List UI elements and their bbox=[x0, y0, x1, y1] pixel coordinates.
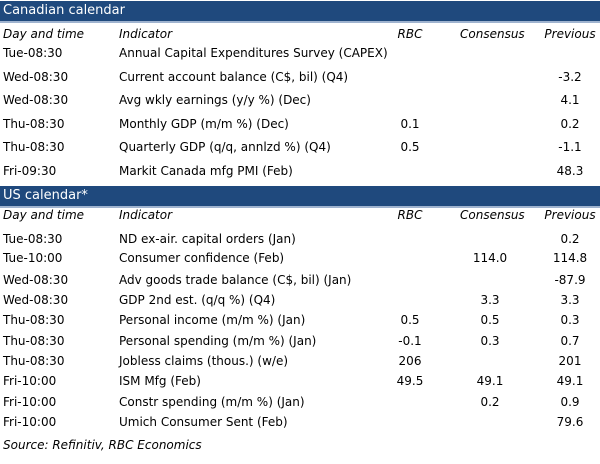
day-time-cell: Fri-09:30 bbox=[3, 163, 57, 178]
indicator-cell: GDP 2nd est. (q/q %) (Q4) bbox=[119, 293, 276, 307]
table-row: Wed-08:30 Current account balance (C$, bi… bbox=[0, 67, 600, 87]
day-time-cell: Fri-10:00 bbox=[3, 374, 57, 388]
day-time-cell: Wed-08:30 bbox=[3, 293, 69, 307]
previous-cell: Previous bbox=[544, 208, 596, 222]
day-time-cell: Thu-08:30 bbox=[3, 116, 65, 131]
rbc-cell: RBC bbox=[397, 27, 423, 41]
indicator-cell: Annual Capital Expenditures Survey (CAPE… bbox=[119, 46, 388, 60]
previous-cell: Previous bbox=[544, 27, 596, 41]
table-row: Fri-09:30 Markit Canada mfg PMI (Feb) 48.3 bbox=[0, 161, 600, 181]
previous-cell: 0.9 bbox=[560, 395, 580, 409]
previous-cell: 201 bbox=[558, 354, 582, 368]
source-note: Source: Refinitiv, RBC Economics bbox=[3, 438, 202, 452]
consensus-cell: 114.0 bbox=[472, 251, 508, 265]
table-row: Tue-08:30 ND ex-air. capital orders (Jan)… bbox=[0, 229, 600, 249]
previous-cell: 0.2 bbox=[560, 116, 580, 131]
indicator-cell: Umich Consumer Sent (Feb) bbox=[119, 415, 288, 429]
previous-cell: -3.2 bbox=[558, 69, 582, 84]
indicator-cell: Personal income (m/m %) (Jan) bbox=[119, 313, 306, 327]
consensus-cell: 49.1 bbox=[476, 374, 504, 388]
column-header-row: Day and time Indicator RBC Consensus Previou… bbox=[0, 24, 600, 44]
indicator-cell: Jobless claims (thous.) (w/e) bbox=[119, 354, 289, 368]
day-time-cell: Tue-08:30 bbox=[3, 232, 63, 246]
rbc-cell: 0.5 bbox=[400, 140, 420, 154]
consensus-cell: Consensus bbox=[460, 208, 525, 222]
previous-cell: 0.7 bbox=[560, 334, 580, 348]
day-time-cell: Wed-08:30 bbox=[3, 69, 69, 84]
rbc-cell: RBC bbox=[397, 208, 423, 222]
table-row: Thu-08:30 Personal spending (m/m %) (Jan)… bbox=[0, 331, 600, 351]
day-time-cell: Thu-08:30 bbox=[3, 334, 65, 348]
rbc-cell: 0.5 bbox=[400, 313, 420, 327]
day-time-cell: Day and time bbox=[3, 208, 85, 222]
day-time-cell: Thu-08:30 bbox=[3, 140, 65, 154]
indicator-cell: Indicator bbox=[119, 27, 173, 41]
day-time-cell: Day and time bbox=[3, 27, 85, 41]
table-row: Wed-08:30 GDP 2nd est. (q/q %) (Q4) 3.3 3.3 bbox=[0, 290, 600, 310]
previous-cell: -87.9 bbox=[554, 273, 586, 287]
day-time-cell: Fri-10:00 bbox=[3, 415, 57, 429]
indicator-cell: Markit Canada mfg PMI (Feb) bbox=[119, 163, 293, 178]
indicator-cell: Constr spending (m/m %) (Jan) bbox=[119, 395, 305, 409]
us-calendar-title: US calendar* bbox=[0, 186, 600, 208]
consensus-cell: 0.5 bbox=[480, 313, 500, 327]
canadian-calendar-title: Canadian calendar bbox=[0, 1, 600, 23]
day-time-cell: Tue-10:00 bbox=[3, 251, 63, 265]
table-row: Thu-08:30 Personal income (m/m %) (Jan) 0.… bbox=[0, 310, 600, 330]
day-time-cell: Wed-08:30 bbox=[3, 93, 69, 107]
table-row: Wed-08:30 Avg wkly earnings (y/y %) (Dec)… bbox=[0, 90, 600, 110]
day-time-cell: Fri-10:00 bbox=[3, 395, 57, 409]
table-row: Tue-08:30 Annual Capital Expenditures Sur… bbox=[0, 43, 600, 63]
day-time-cell: Tue-08:30 bbox=[3, 46, 63, 60]
indicator-cell: Personal spending (m/m %) (Jan) bbox=[119, 334, 317, 348]
indicator-cell: Monthly GDP (m/m %) (Dec) bbox=[119, 116, 289, 131]
indicator-cell: Indicator bbox=[119, 208, 173, 222]
indicator-cell: Adv goods trade balance (C$, bil) (Jan) bbox=[119, 273, 352, 287]
rbc-cell: 206 bbox=[398, 354, 422, 368]
indicator-cell: ND ex-air. capital orders (Jan) bbox=[119, 232, 296, 246]
day-time-cell: Thu-08:30 bbox=[3, 313, 65, 327]
indicator-cell: Quarterly GDP (q/q, annlzd %) (Q4) bbox=[119, 140, 331, 154]
previous-cell: 0.3 bbox=[560, 313, 580, 327]
consensus-cell: 0.3 bbox=[480, 334, 500, 348]
indicator-cell: ISM Mfg (Feb) bbox=[119, 374, 201, 388]
previous-cell: 49.1 bbox=[556, 374, 584, 388]
previous-cell: 114.8 bbox=[552, 251, 588, 265]
indicator-cell: Avg wkly earnings (y/y %) (Dec) bbox=[119, 93, 311, 107]
table-row: Wed-08:30 Adv goods trade balance (C$, bi… bbox=[0, 270, 600, 290]
table-row: Thu-08:30 Quarterly GDP (q/q, annlzd %) (… bbox=[0, 137, 600, 157]
rbc-cell: -0.1 bbox=[398, 334, 422, 348]
previous-cell: -1.1 bbox=[558, 140, 582, 154]
rbc-cell: 49.5 bbox=[396, 374, 424, 388]
previous-cell: 0.2 bbox=[560, 232, 580, 246]
consensus-cell: 0.2 bbox=[480, 395, 500, 409]
day-time-cell: Thu-08:30 bbox=[3, 354, 65, 368]
indicator-cell: Current account balance (C$, bil) (Q4) bbox=[119, 69, 349, 84]
table-row: Thu-08:30 Monthly GDP (m/m %) (Dec) 0.1 0.2 bbox=[0, 114, 600, 134]
table-row: Fri-10:00 Constr spending (m/m %) (Jan) 0.… bbox=[0, 392, 600, 412]
table-row: Thu-08:30 Jobless claims (thous.) (w/e) 20… bbox=[0, 351, 600, 371]
previous-cell: 79.6 bbox=[556, 415, 584, 429]
table-row: Tue-10:00 Consumer confidence (Feb) 114.0 1… bbox=[0, 248, 600, 268]
consensus-cell: Consensus bbox=[460, 27, 525, 41]
previous-cell: 48.3 bbox=[556, 163, 584, 178]
rbc-cell: 0.1 bbox=[400, 116, 420, 131]
table-row: Fri-10:00 ISM Mfg (Feb) 49.5 49.1 49.1 bbox=[0, 371, 600, 391]
column-header-row: Day and time Indicator RBC Consensus Previou… bbox=[0, 205, 600, 225]
previous-cell: 3.3 bbox=[560, 293, 580, 307]
day-time-cell: Wed-08:30 bbox=[3, 273, 69, 287]
indicator-cell: Consumer confidence (Feb) bbox=[119, 251, 285, 265]
table-row: Fri-10:00 Umich Consumer Sent (Feb) 79.6 bbox=[0, 412, 600, 432]
consensus-cell: 3.3 bbox=[480, 293, 500, 307]
previous-cell: 4.1 bbox=[560, 93, 580, 107]
